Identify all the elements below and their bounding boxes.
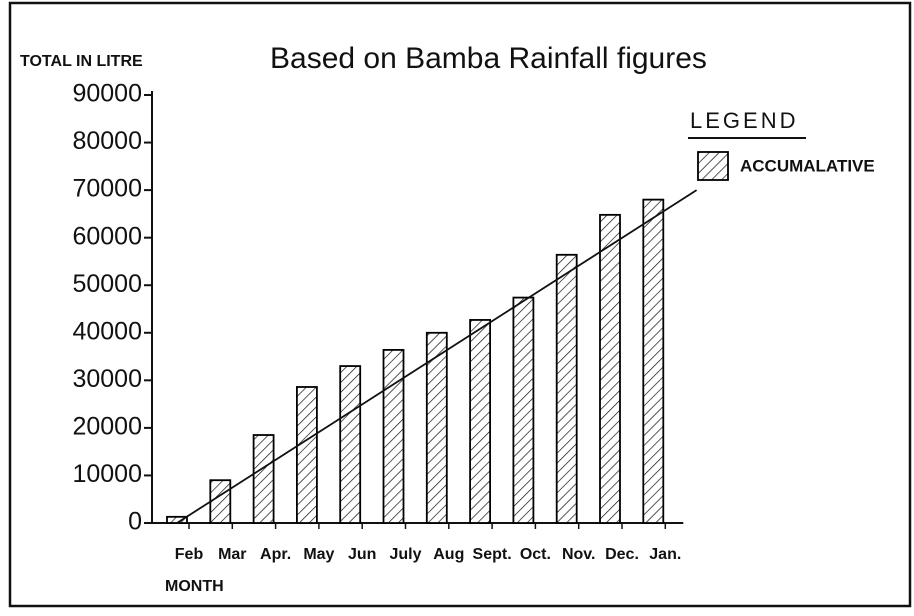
y-tick-label: 30000: [72, 365, 142, 393]
y-tick-label: 50000: [72, 270, 142, 298]
bar: [469, 319, 492, 524]
trend-line: [176, 189, 698, 524]
x-tick-label: Oct.: [520, 546, 551, 563]
y-tick-label: 0: [128, 508, 142, 536]
bar: [512, 296, 535, 524]
x-tick-label: Jun: [348, 546, 376, 563]
bar: [252, 434, 275, 524]
legend-title: LEGEND: [690, 108, 798, 133]
y-tick-label: 70000: [72, 175, 142, 203]
x-tick-label: Dec.: [605, 546, 639, 563]
x-axis-label: MONTH: [165, 578, 224, 595]
y-tick-label: 10000: [72, 460, 142, 488]
x-tick-label: July: [389, 546, 421, 563]
y-tick-label: 60000: [72, 222, 142, 250]
bar: [295, 386, 318, 524]
y-tick-label: 20000: [72, 412, 142, 440]
y-tick-label: 90000: [72, 80, 142, 108]
bar: [382, 348, 405, 524]
legend-swatch: [697, 151, 729, 181]
bar: [555, 253, 578, 524]
y-tick-label: 40000: [72, 317, 142, 345]
x-tick-label: Jan.: [649, 546, 681, 563]
x-tick-label: May: [303, 546, 334, 563]
x-tick-label: Feb: [175, 546, 204, 563]
y-tick-label: 80000: [72, 127, 142, 155]
bar: [209, 479, 232, 524]
bar: [425, 331, 448, 524]
y-axis-label: TOTAL IN LITRE: [20, 53, 143, 70]
x-tick-label: Mar: [218, 546, 246, 563]
chart-title: Based on Bamba Rainfall figures: [270, 42, 707, 75]
x-tick-label: Sept.: [473, 546, 512, 563]
bar: [339, 365, 362, 524]
x-tick-label: Apr.: [260, 546, 291, 563]
x-tick-label: Nov.: [562, 546, 595, 563]
frame: [8, 1, 912, 608]
bar: [599, 213, 621, 524]
bar: [642, 198, 665, 524]
x-tick-label: Aug: [433, 546, 464, 563]
legend-label: ACCUMALATIVE: [740, 156, 875, 175]
